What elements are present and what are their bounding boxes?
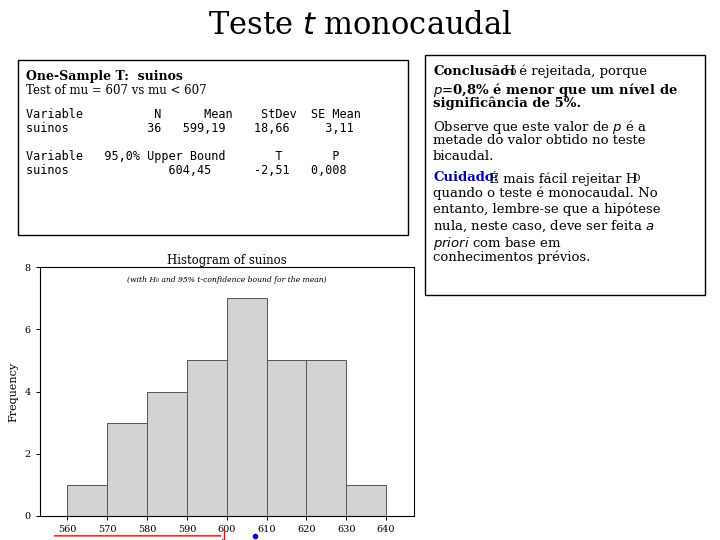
Text: significância de 5%.: significância de 5%.	[433, 97, 581, 111]
Text: conhecimentos prévios.: conhecimentos prévios.	[433, 251, 590, 264]
Text: $p$=0,8% é menor que um nível de: $p$=0,8% é menor que um nível de	[433, 81, 678, 99]
Text: $priori$ com base em: $priori$ com base em	[433, 234, 562, 252]
Bar	[68, 485, 107, 516]
Text: quando o teste é monocaudal. No: quando o teste é monocaudal. No	[433, 187, 657, 200]
Text: É mais fácil rejeitar H: É mais fácil rejeitar H	[485, 171, 637, 186]
Text: 0: 0	[633, 173, 639, 183]
Text: One-Sample T:  suinos: One-Sample T: suinos	[26, 70, 183, 83]
Bar	[307, 361, 346, 516]
Text: Conclusão: Conclusão	[433, 65, 509, 78]
Text: Observe que este valor de $p$ é a: Observe que este valor de $p$ é a	[433, 118, 647, 136]
Text: suinos              604,45      -2,51   0,008: suinos 604,45 -2,51 0,008	[26, 164, 346, 177]
FancyBboxPatch shape	[18, 60, 408, 235]
Text: bicaudal.: bicaudal.	[433, 150, 495, 163]
Text: nula, neste caso, deve ser feita $a$: nula, neste caso, deve ser feita $a$	[433, 219, 654, 234]
Text: suinos           36   599,19    18,66     3,11: suinos 36 599,19 18,66 3,11	[26, 122, 354, 135]
Bar	[187, 361, 227, 516]
Text: (with H₀ and 95% t-confidence bound for the mean): (with H₀ and 95% t-confidence bound for …	[127, 276, 327, 284]
Text: metade do valor obtido no teste: metade do valor obtido no teste	[433, 134, 646, 147]
Title: Histogram of suinos: Histogram of suinos	[167, 254, 287, 267]
Text: é rejeitada, porque: é rejeitada, porque	[515, 65, 647, 78]
Text: : H: : H	[495, 65, 516, 78]
Bar	[147, 392, 187, 516]
Bar	[227, 298, 266, 516]
Bar	[107, 422, 147, 516]
Text: Test of mu = 607 vs mu < 607: Test of mu = 607 vs mu < 607	[26, 84, 207, 97]
Text: Variable   95,0% Upper Bound       T       P: Variable 95,0% Upper Bound T P	[26, 150, 340, 163]
Text: Variable          N      Mean    StDev  SE Mean: Variable N Mean StDev SE Mean	[26, 108, 361, 121]
Text: entanto, lembre-se que a hipótese: entanto, lembre-se que a hipótese	[433, 202, 660, 216]
Text: 0: 0	[509, 68, 516, 77]
Y-axis label: Frequency: Frequency	[9, 361, 19, 422]
Bar	[346, 485, 386, 516]
Text: Cuidado:: Cuidado:	[433, 171, 499, 184]
X-axis label: suinos: suinos	[209, 539, 245, 540]
Bar	[266, 361, 307, 516]
Text: Teste $t$ monocaudal: Teste $t$ monocaudal	[208, 10, 512, 40]
FancyBboxPatch shape	[425, 55, 705, 295]
